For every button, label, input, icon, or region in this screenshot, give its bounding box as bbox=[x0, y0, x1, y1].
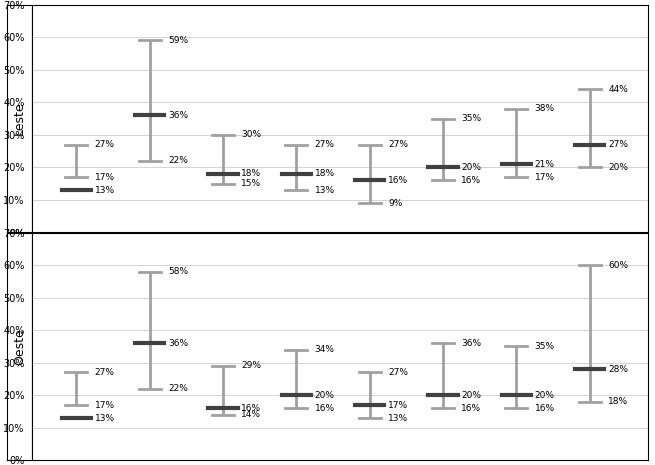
Text: 16%: 16% bbox=[461, 404, 481, 413]
Text: 36%: 36% bbox=[461, 339, 481, 348]
Text: 34%: 34% bbox=[314, 345, 335, 354]
Text: 27%: 27% bbox=[94, 140, 115, 149]
Text: 17%: 17% bbox=[94, 173, 115, 182]
Text: 18%: 18% bbox=[608, 397, 628, 406]
Text: 21%: 21% bbox=[534, 159, 555, 169]
Text: 9%: 9% bbox=[388, 199, 402, 208]
Text: 30%: 30% bbox=[241, 130, 261, 140]
Text: 27%: 27% bbox=[388, 368, 408, 377]
Text: 17%: 17% bbox=[534, 173, 555, 182]
Text: 35%: 35% bbox=[461, 114, 481, 123]
Text: 44%: 44% bbox=[608, 85, 628, 94]
Text: Oeste: Oeste bbox=[13, 328, 26, 365]
Text: 27%: 27% bbox=[608, 140, 628, 149]
Text: 17%: 17% bbox=[94, 400, 115, 410]
Text: Leste: Leste bbox=[13, 102, 26, 135]
Text: 13%: 13% bbox=[94, 186, 115, 195]
Text: 13%: 13% bbox=[314, 186, 335, 195]
Text: 16%: 16% bbox=[388, 176, 408, 185]
Text: 13%: 13% bbox=[94, 413, 115, 423]
Text: 38%: 38% bbox=[534, 104, 555, 113]
Text: 22%: 22% bbox=[168, 156, 188, 166]
Text: 60%: 60% bbox=[608, 260, 628, 270]
Text: 14%: 14% bbox=[241, 410, 261, 419]
Text: 22%: 22% bbox=[168, 384, 188, 393]
Text: 35%: 35% bbox=[534, 342, 555, 351]
Text: 58%: 58% bbox=[168, 267, 188, 276]
Text: 20%: 20% bbox=[608, 163, 628, 172]
Text: 27%: 27% bbox=[314, 140, 335, 149]
Text: 18%: 18% bbox=[241, 169, 261, 179]
Text: 15%: 15% bbox=[241, 179, 261, 188]
Text: 27%: 27% bbox=[388, 140, 408, 149]
Text: 17%: 17% bbox=[388, 400, 408, 410]
Text: 36%: 36% bbox=[168, 111, 188, 120]
Text: 16%: 16% bbox=[534, 404, 555, 413]
Text: 20%: 20% bbox=[461, 391, 481, 400]
Text: 20%: 20% bbox=[461, 163, 481, 172]
Text: 20%: 20% bbox=[534, 391, 555, 400]
Text: 13%: 13% bbox=[388, 413, 408, 423]
Text: 16%: 16% bbox=[241, 404, 261, 413]
Text: 18%: 18% bbox=[314, 169, 335, 179]
Text: 36%: 36% bbox=[168, 339, 188, 348]
Text: 59%: 59% bbox=[168, 36, 188, 45]
Text: 27%: 27% bbox=[94, 368, 115, 377]
Text: 29%: 29% bbox=[241, 361, 261, 371]
Text: 16%: 16% bbox=[461, 176, 481, 185]
Text: 16%: 16% bbox=[314, 404, 335, 413]
Text: 28%: 28% bbox=[608, 365, 628, 374]
Text: 20%: 20% bbox=[314, 391, 335, 400]
